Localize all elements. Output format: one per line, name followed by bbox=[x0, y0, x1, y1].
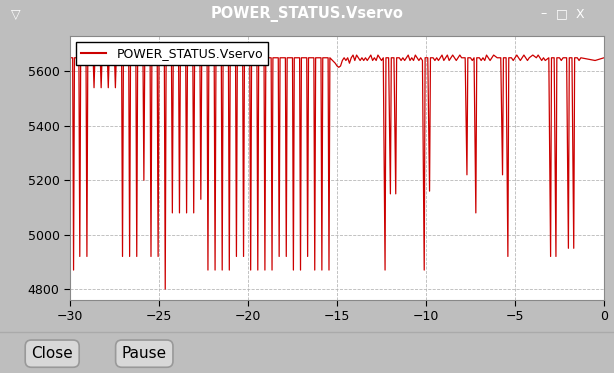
Legend: POWER_STATUS.Vservo: POWER_STATUS.Vservo bbox=[76, 42, 268, 65]
Text: □: □ bbox=[556, 7, 568, 21]
Text: Close: Close bbox=[31, 346, 73, 361]
Text: POWER_STATUS.Vservo: POWER_STATUS.Vservo bbox=[211, 6, 403, 22]
Text: ▽: ▽ bbox=[10, 7, 20, 21]
Text: –: – bbox=[540, 7, 546, 21]
Text: Pause: Pause bbox=[122, 346, 167, 361]
Text: X: X bbox=[576, 7, 585, 21]
